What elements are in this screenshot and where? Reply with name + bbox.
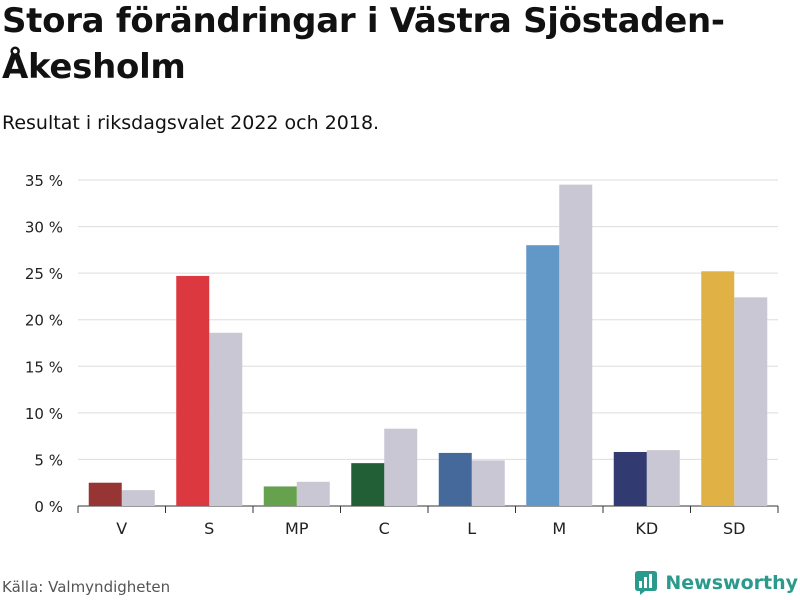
y-tick-label: 35 %	[25, 172, 63, 190]
x-tick-label: M	[552, 519, 566, 538]
bar-2018-s	[209, 332, 243, 506]
bar-2018-mp	[296, 481, 330, 506]
bar-2022-s	[176, 275, 210, 506]
x-tick-label: KD	[635, 519, 658, 538]
y-tick-label: 20 %	[25, 312, 63, 330]
bar-2022-l	[438, 452, 472, 506]
x-tick-label: MP	[285, 519, 309, 538]
source-note: Källa: Valmyndigheten	[2, 578, 171, 596]
bar-chart-logo-icon	[635, 571, 658, 595]
x-tick-label: C	[379, 519, 390, 538]
bar-2022-sd	[701, 271, 735, 506]
bar-2018-kd	[646, 450, 680, 506]
bar-2022-v	[88, 482, 122, 506]
bar-2022-m	[526, 245, 560, 506]
y-tick-label: 30 %	[25, 219, 63, 237]
y-tick-label: 25 %	[25, 265, 63, 283]
chart-title: Stora förändringar i Västra Sjöstaden-Åk…	[2, 1, 725, 87]
bar-2018-l	[471, 460, 505, 506]
bar-2018-sd	[734, 297, 768, 506]
brand-logo: Newsworthy	[633, 570, 798, 596]
y-tick-label: 5 %	[34, 451, 63, 469]
x-tick-label: L	[467, 519, 476, 538]
bar-2018-c	[384, 428, 418, 506]
y-tick-label: 15 %	[25, 358, 63, 376]
brand-name: Newsworthy	[665, 572, 798, 594]
bar-2018-v	[121, 490, 155, 506]
y-tick-label: 10 %	[25, 405, 63, 423]
bar-2022-mp	[263, 486, 297, 506]
bar-2018-m	[559, 184, 593, 506]
x-tick-label: V	[116, 519, 127, 538]
bar-2022-c	[351, 463, 385, 506]
bar-2022-kd	[613, 451, 647, 506]
x-tick-label: S	[204, 519, 214, 538]
x-tick-label: SD	[723, 519, 745, 538]
chart-subtitle: Resultat i riksdagsvalet 2022 och 2018.	[2, 112, 380, 134]
y-tick-label: 0 %	[34, 498, 63, 516]
